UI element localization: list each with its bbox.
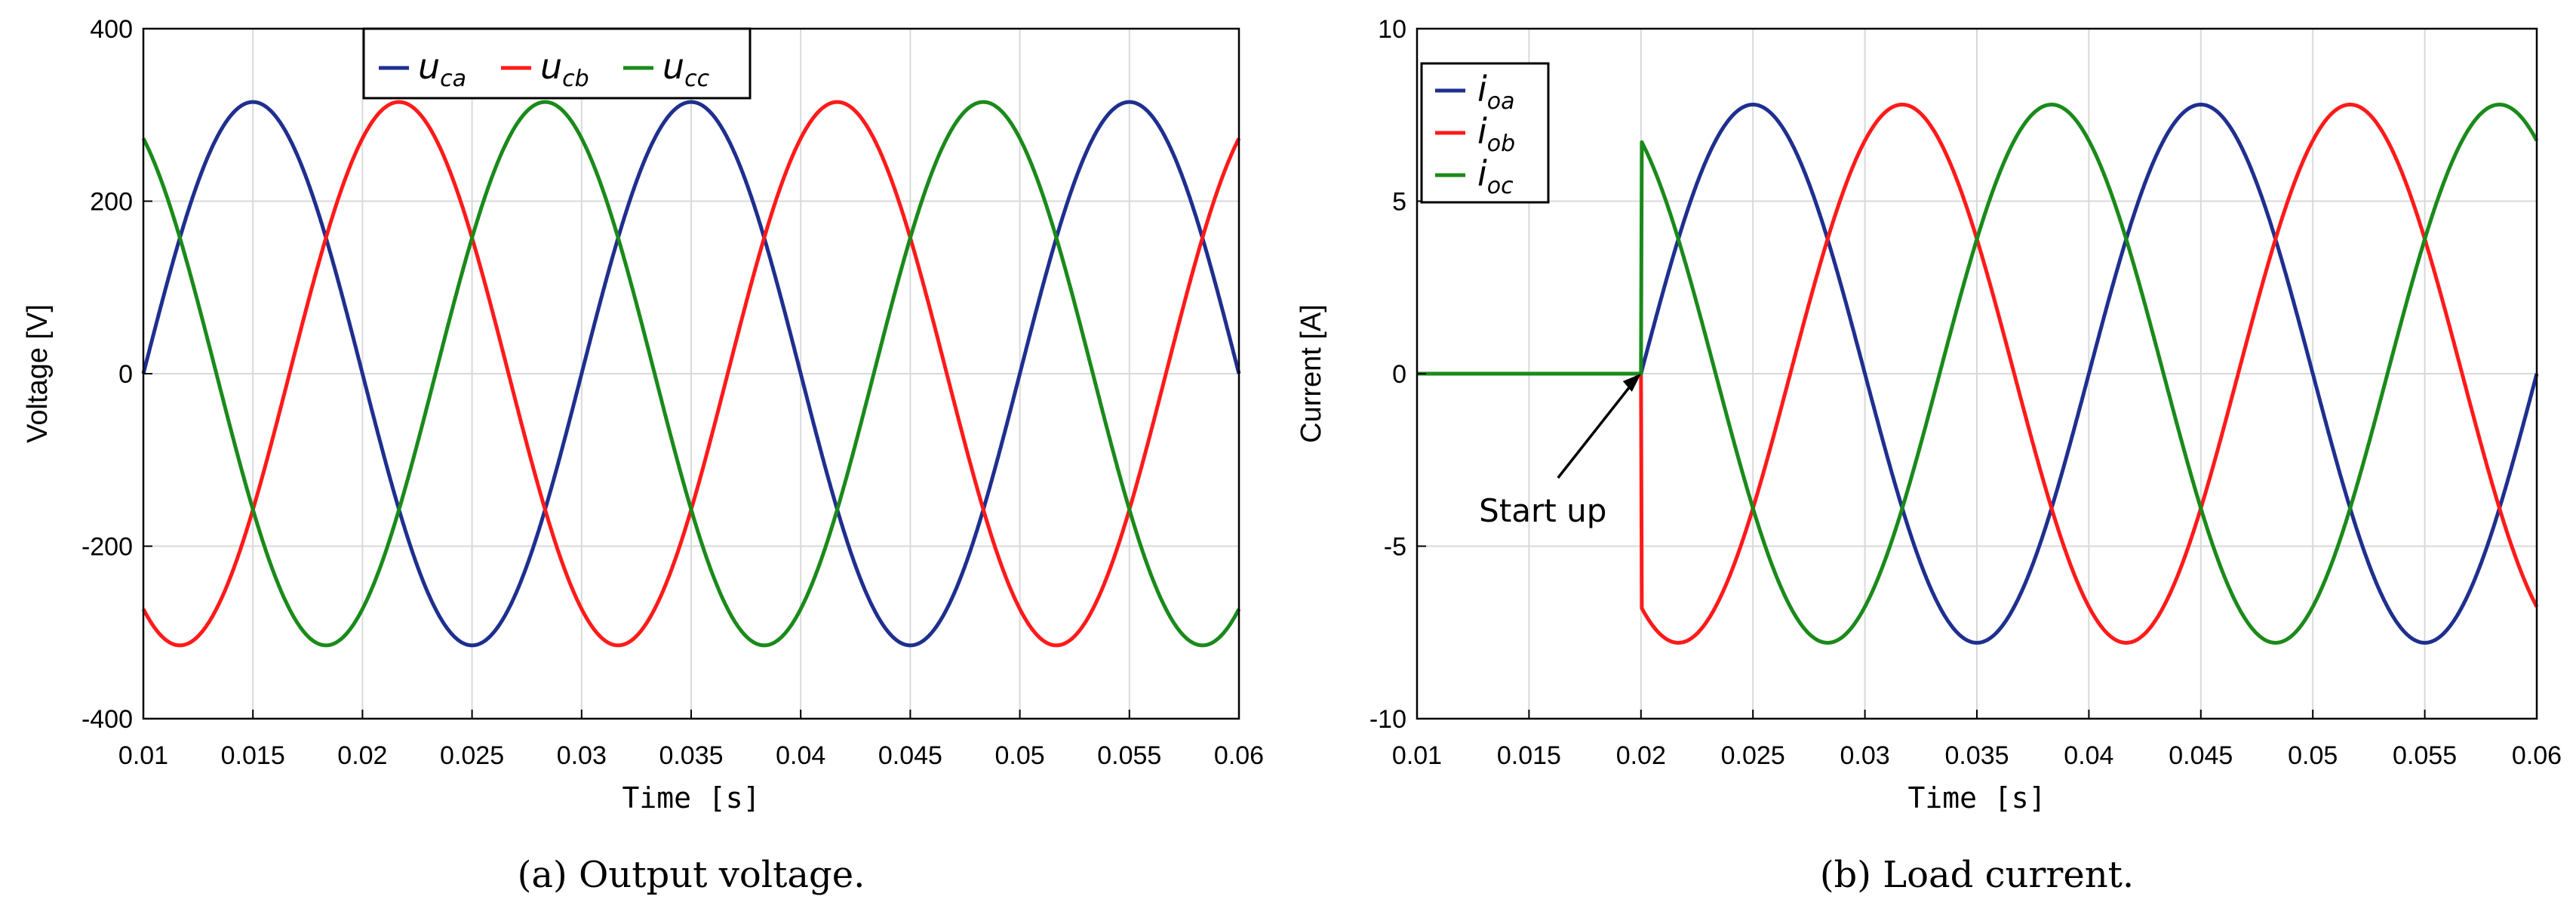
y-tick-label: 0 <box>118 360 133 389</box>
legend-entry: ioc <box>1477 153 1514 199</box>
x-tick-label: 0.035 <box>1944 741 2009 770</box>
x-tick-label: 0.045 <box>878 741 942 770</box>
figure-caption: (b) Load current. <box>1820 854 2134 896</box>
legend-entry: ucb <box>540 46 589 92</box>
x-tick-label: 0.025 <box>440 741 504 770</box>
y-axis-label: Current [A] <box>1296 304 1327 443</box>
x-tick-label: 0.02 <box>1616 741 1666 770</box>
y-tick-label: 0 <box>1392 360 1406 389</box>
annotation-label: Start up <box>1479 492 1606 529</box>
x-axis-label: Time [s] <box>622 781 760 815</box>
x-tick-label: 0.04 <box>2064 741 2113 770</box>
y-tick-label: -5 <box>1384 533 1406 562</box>
x-tick-label: 0.055 <box>2393 741 2457 770</box>
x-tick-label: 0.015 <box>1497 741 1561 770</box>
x-tick-label: 0.03 <box>1840 741 1890 770</box>
x-tick-label: 0.01 <box>1392 741 1442 770</box>
x-tick-label: 0.035 <box>659 741 723 770</box>
annotation-arrow-line <box>1557 377 1638 479</box>
chart-panel-current: 0.01 0.015 0.02 0.025 0.03 0.035 0.04 0.045 0.05… <box>1296 15 2562 896</box>
x-tick-label: 0.06 <box>1214 741 1264 770</box>
y-tick-label: 400 <box>90 15 133 44</box>
x-tick-label: 0.01 <box>118 741 168 770</box>
y-tick-label: -400 <box>81 705 133 734</box>
legend-entry: ioa <box>1477 69 1515 115</box>
y-tick-label: -10 <box>1369 705 1406 734</box>
legend-entry: uca <box>418 46 466 92</box>
y-tick-label: 200 <box>90 188 133 217</box>
x-tick-label: 0.06 <box>2512 741 2562 770</box>
x-tick-label: 0.055 <box>1097 741 1161 770</box>
series-line-u-cc <box>141 100 1241 648</box>
x-tick-label: 0.04 <box>776 741 825 770</box>
x-tick-label: 0.045 <box>2169 741 2233 770</box>
x-tick-label: 0.03 <box>557 741 607 770</box>
x-tick-label: 0.05 <box>2288 741 2338 770</box>
legend-entry: ucc <box>662 46 710 92</box>
y-axis-label: Voltage [V] <box>22 304 54 443</box>
legend-entry: iob <box>1477 111 1515 157</box>
annotation-arrow-head <box>1622 374 1641 392</box>
x-axis-label: Time [s] <box>1907 781 2046 815</box>
x-tick-label: 0.015 <box>221 741 285 770</box>
x-tick-label: 0.025 <box>1721 741 1785 770</box>
x-tick-label: 0.02 <box>337 741 387 770</box>
legend: uca ucb ucc <box>362 27 752 100</box>
y-tick-label: -200 <box>81 533 133 562</box>
legend-box <box>362 27 752 100</box>
y-tick-label: 5 <box>1392 188 1406 217</box>
y-tick-label: 10 <box>1378 15 1406 44</box>
series-line-i-oc <box>1416 103 2539 645</box>
chart-panel-voltage: 0.01 0.015 0.02 0.025 0.03 0.035 0.04 0.045 0.05… <box>22 15 1264 896</box>
figure-caption: (a) Output voltage. <box>518 854 865 896</box>
x-tick-label: 0.05 <box>995 741 1045 770</box>
